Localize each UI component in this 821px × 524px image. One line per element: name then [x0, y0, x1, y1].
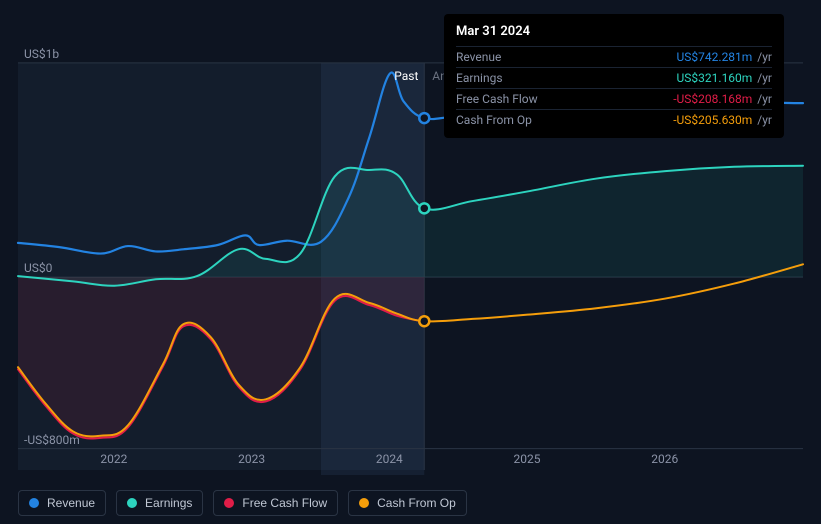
chart-tooltip: Mar 31 2024 RevenueUS$742.281m /yrEarnin…: [444, 14, 784, 138]
legend: Revenue Earnings Free Cash Flow Cash From O…: [18, 490, 467, 516]
legend-dot-icon: [224, 498, 234, 508]
tooltip-title: Mar 31 2024: [456, 22, 772, 42]
x-axis-label: 2025: [514, 452, 541, 466]
tooltip-row-label: Free Cash Flow: [456, 90, 538, 108]
x-axis-label: 2026: [651, 452, 678, 466]
legend-dot-icon: [127, 498, 137, 508]
x-axis-label: 2022: [100, 452, 127, 466]
x-axis-label: 2023: [238, 452, 265, 466]
tooltip-row: Earnings US$321.160m /yr: [456, 67, 772, 88]
past-label: Past: [394, 69, 418, 83]
y-axis-label: US$0: [24, 261, 52, 275]
tooltip-row: Free Cash Flow -US$208.168m /yr: [456, 88, 772, 109]
tooltip-row-label: Revenue: [456, 48, 501, 66]
x-axis-label: 2024: [376, 452, 403, 466]
y-axis-label: US$1b: [24, 47, 59, 61]
legend-item-earnings[interactable]: Earnings: [116, 490, 203, 516]
financial-chart: Mar 31 2024 RevenueUS$742.281m /yrEarnin…: [0, 0, 821, 524]
tooltip-row-label: Earnings: [456, 69, 503, 87]
tooltip-row-value: US$321.160m /yr: [677, 69, 772, 87]
legend-dot-icon: [359, 498, 369, 508]
y-axis-label: -US$800m: [24, 433, 80, 447]
tooltip-row: Cash From Op -US$205.630m /yr: [456, 109, 772, 130]
tooltip-row-value: US$742.281m /yr: [677, 48, 772, 66]
tooltip-row-value: -US$208.168m /yr: [673, 90, 772, 108]
legend-item-revenue[interactable]: Revenue: [18, 490, 106, 516]
tooltip-row: Revenue US$742.281m /yr: [456, 46, 772, 67]
tooltip-rows: Revenue US$742.281m /yr Earnings US$321.160…: [456, 46, 772, 130]
legend-label: Cash From Op: [377, 496, 456, 510]
tooltip-row-value: -US$205.630m /yr: [673, 111, 772, 129]
legend-item-free_cash_flow[interactable]: Free Cash Flow: [213, 490, 338, 516]
legend-item-cash_from_op[interactable]: Cash From Op: [348, 490, 467, 516]
legend-dot-icon: [29, 498, 39, 508]
legend-label: Earnings: [145, 496, 192, 510]
legend-label: Revenue: [47, 496, 95, 510]
tooltip-row-label: Cash From Op: [456, 111, 532, 129]
legend-label: Free Cash Flow: [242, 496, 327, 510]
